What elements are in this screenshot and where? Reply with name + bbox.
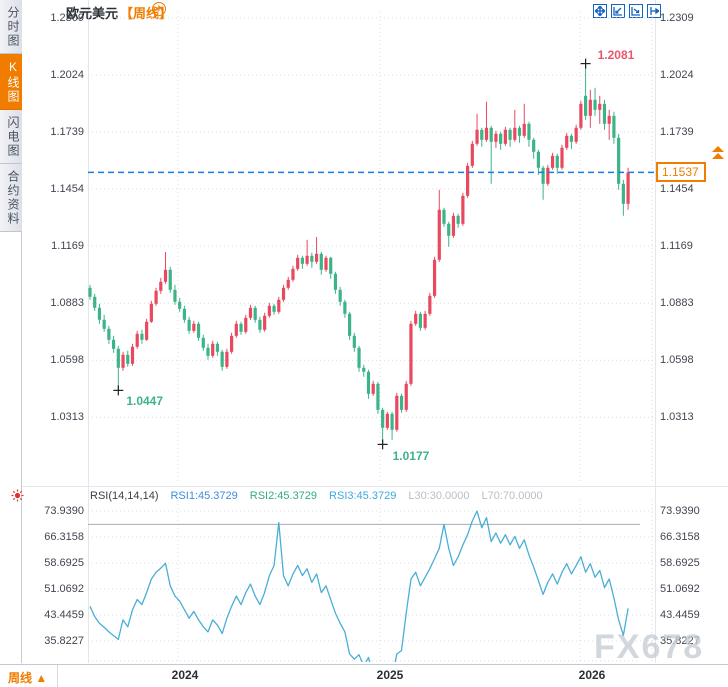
price-tick-label: 1.1454 (50, 183, 84, 195)
sidebar-tab-time-chart[interactable]: 分时图 (0, 0, 22, 54)
plot-right-border (655, 0, 656, 663)
price-tick-label: 1.0598 (660, 354, 694, 367)
fit-axis-left-icon[interactable] (611, 4, 625, 18)
x-axis-year-label: 2026 (578, 668, 606, 682)
rsi-tick-label: 58.6925 (660, 557, 700, 569)
rsi-tick-label: 51.0692 (44, 583, 84, 595)
rsi-level-lines (88, 523, 640, 662)
rsi-tick-label: 58.6925 (44, 557, 84, 569)
high-annotation: 1.2081 (597, 47, 635, 62)
price-tick-label: 1.1169 (51, 240, 84, 252)
add-overlay-icon[interactable]: + (152, 2, 166, 16)
period-selector-label: 周线 (8, 671, 33, 685)
rsi2-value-label: RSI2:45.3729 (249, 490, 318, 502)
cross-arrows-icon[interactable] (593, 4, 607, 18)
price-tick-label: 1.1169 (660, 240, 693, 252)
rsi-tick-label: 66.3158 (44, 531, 84, 543)
price-tick-label: 1.1739 (50, 126, 84, 138)
rsi-tick-label: 51.0692 (660, 583, 700, 595)
price-tick-label: 1.0313 (50, 411, 84, 424)
sidebar-tab-contract-info[interactable]: 合约资料 (0, 164, 22, 232)
fx678-watermark: FX678 (594, 628, 705, 666)
x-axis-year-label: 2024 (171, 668, 199, 682)
rsi3-value-label: RSI3:45.3729 (329, 490, 397, 502)
rsi-l30-label: L30:30.0000 (408, 490, 470, 502)
x-axis-year-label: 2025 (376, 668, 404, 682)
rsi-tick-label: 35.8227 (44, 635, 84, 647)
current-price-tag: 1.1537 (656, 162, 706, 183)
sidebar-tab-lightning-chart[interactable]: 闪电图 (0, 110, 22, 164)
sidebar: 分时图 K线图 闪电图 合约资料 (0, 0, 22, 663)
rsi-tick-label: 66.3158 (660, 531, 700, 543)
rsi-tick-label: 73.9390 (660, 505, 700, 517)
plot-left-border (88, 0, 89, 663)
indicator-settings-icon[interactable] (11, 489, 24, 507)
period-selector[interactable]: 周线 ▲ (8, 669, 47, 686)
gridlines (88, 12, 655, 662)
footer-separator (57, 665, 58, 687)
footer-bar: 周线 ▲ 2024 2025 2026 (0, 664, 728, 687)
price-tick-label: 1.1739 (660, 126, 694, 138)
rsi-tick-label: 43.4459 (44, 609, 84, 621)
low-annotation-2: 1.0177 (392, 449, 430, 464)
double-up-arrow-icon (712, 146, 724, 160)
low-annotation-1: 1.0447 (126, 394, 164, 409)
symbol-title: 欧元美元 (66, 6, 119, 21)
rsi1-value-label: RSI1:45.3729 (170, 490, 238, 502)
price-tick-label: 1.0598 (50, 354, 84, 367)
candles (88, 63, 630, 445)
rsi-tick-label: 35.8227 (660, 635, 700, 647)
pan-right-icon[interactable] (647, 4, 661, 18)
fit-axis-right-icon[interactable] (629, 4, 643, 18)
rsi-tick-label: 73.9390 (44, 505, 84, 517)
rsi-l70-label: L70:70.0000 (481, 490, 543, 502)
price-tick-label: 1.2024 (660, 69, 694, 81)
annotation-cross-markers (113, 58, 591, 450)
price-tick-label: 1.2309 (50, 12, 84, 24)
rsi-legend: RSI(14,14,14) RSI1:45.3729 RSI2:45.3729 … (90, 490, 543, 502)
rsi-tick-label: 43.4459 (660, 609, 700, 621)
chevron-up-icon: ▲ (35, 671, 48, 685)
rsi-params-label: RSI(14,14,14) (90, 490, 159, 502)
main-rsi-divider (22, 486, 728, 487)
price-tick-label: 1.2024 (50, 69, 84, 81)
chart-toolbar (593, 4, 661, 18)
price-tick-label: 1.0313 (660, 411, 694, 424)
price-tick-label: 1.0883 (50, 297, 84, 310)
sidebar-tab-kline-chart[interactable]: K线图 (0, 54, 22, 110)
price-tick-label: 1.1454 (660, 183, 694, 195)
price-tick-label: 1.0883 (660, 297, 694, 310)
rsi-line (89, 510, 629, 662)
price-tick-label: 1.2309 (660, 12, 694, 24)
